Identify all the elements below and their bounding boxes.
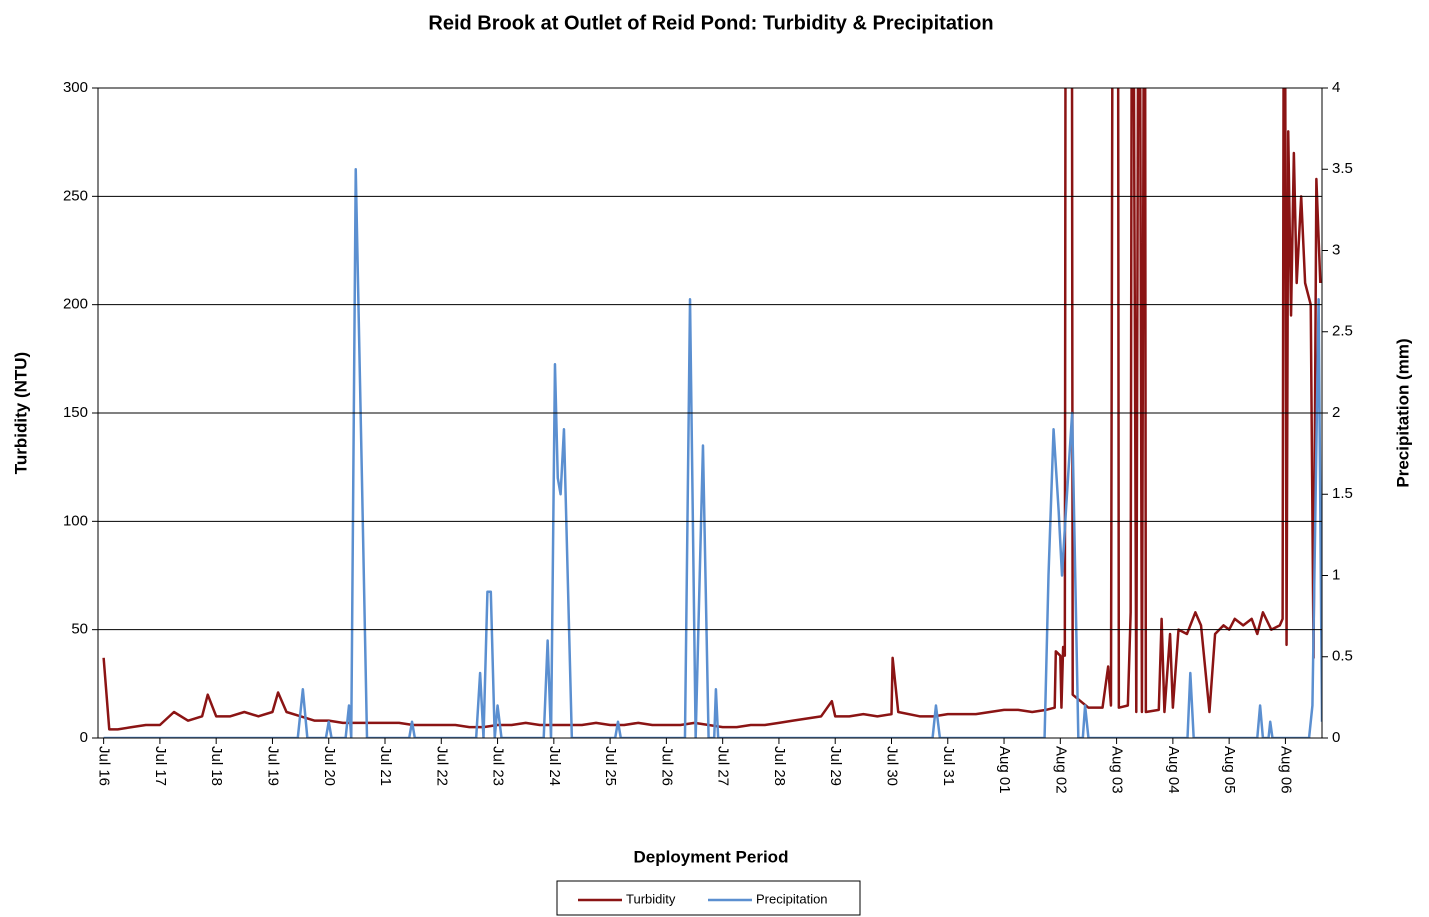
y-axis-title: Turbidity (NTU) (11, 352, 30, 474)
x-tick-label: Jul 23 (490, 746, 507, 786)
y2-tick-label: 2.5 (1332, 323, 1353, 340)
y2-tick-label: 2 (1332, 404, 1340, 421)
x-tick-label: Aug 06 (1277, 746, 1294, 794)
x-tick-label: Jul 29 (827, 746, 844, 786)
y-tick-label: 200 (63, 296, 88, 313)
y2-tick-label: 0.5 (1332, 648, 1353, 665)
x-tick-label: Jul 31 (940, 746, 957, 786)
y2-tick-label: 3.5 (1332, 160, 1353, 177)
y-tick-label: 300 (63, 79, 88, 96)
legend-box (556, 880, 861, 916)
x-tick-label: Jul 21 (377, 746, 394, 786)
y-tick-label: 100 (63, 512, 88, 529)
x-tick-label: Jul 24 (546, 746, 563, 786)
x-tick-label: Jul 18 (208, 746, 225, 786)
y2-tick-label: 1.5 (1332, 485, 1353, 502)
legend-label: Turbidity (626, 891, 676, 906)
x-tick-label: Jul 28 (771, 746, 788, 786)
legend-label: Precipitation (756, 891, 828, 906)
x-tick-label: Aug 05 (1221, 746, 1238, 794)
y2-axis-title: Precipitation (mm) (1393, 338, 1412, 487)
y-tick-label: 50 (71, 621, 88, 638)
x-axis-title: Deployment Period (634, 847, 789, 866)
y2-tick-label: 4 (1332, 79, 1340, 96)
x-tick-label: Aug 04 (1165, 746, 1182, 794)
series-line (103, 168, 1322, 738)
x-tick-label: Aug 02 (1052, 746, 1069, 794)
y2-tick-label: 0 (1332, 729, 1340, 746)
x-tick-label: Jul 25 (602, 746, 619, 786)
x-tick-label: Jul 22 (433, 746, 450, 786)
y-tick-label: 0 (80, 729, 88, 746)
y2-tick-label: 1 (1332, 566, 1340, 583)
y2-tick-label: 3 (1332, 241, 1340, 258)
x-tick-label: Jul 26 (658, 746, 675, 786)
y-tick-label: 250 (63, 187, 88, 204)
y-tick-label: 150 (63, 404, 88, 421)
x-tick-label: Jul 19 (264, 746, 281, 786)
series-line (102, 88, 1322, 731)
x-tick-label: Jul 30 (884, 746, 901, 786)
x-tick-label: Jul 17 (152, 746, 169, 786)
x-tick-label: Aug 03 (1109, 746, 1126, 794)
chart-title: Reid Brook at Outlet of Reid Pond: Turbi… (428, 12, 993, 34)
x-tick-label: Aug 01 (996, 746, 1013, 794)
x-tick-label: Jul 27 (715, 746, 732, 786)
x-tick-label: Jul 16 (96, 746, 113, 786)
x-tick-label: Jul 20 (321, 746, 338, 786)
plot-area (102, 88, 1322, 738)
